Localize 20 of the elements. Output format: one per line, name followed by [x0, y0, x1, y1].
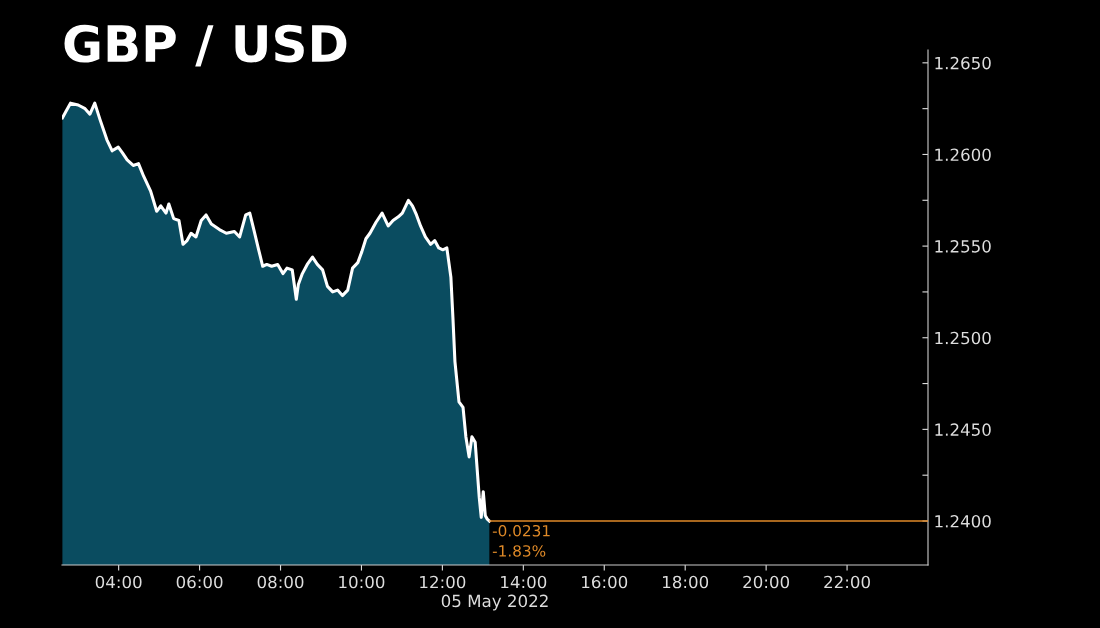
x-tick-label: 04:00	[95, 575, 142, 589]
x-tick-label: 20:00	[743, 575, 790, 589]
x-tick-label: 22:00	[824, 575, 870, 589]
x-tick-label: 08:00	[257, 575, 304, 589]
x-tick-label: 16:00	[582, 575, 628, 589]
x-tick-label: 10:00	[339, 575, 385, 589]
x-tick-label: 18:00	[663, 575, 709, 589]
x-tick-label: 14:00	[501, 575, 547, 589]
annotation: -1.83%	[492, 545, 546, 557]
y-tick-label: 1.2650	[935, 56, 991, 70]
y-tick-label: 1.2450	[935, 423, 991, 436]
x-tick-label: 12:00	[420, 575, 466, 589]
chart-title: GBP / USD	[64, 24, 347, 67]
y-tick-label: 1.2400	[935, 514, 991, 528]
y-tick-label: 1.2500	[935, 331, 991, 345]
x-tick-label: 06:00	[176, 575, 223, 589]
y-tick-label: 1.2550	[935, 240, 991, 253]
y-tick-label: 1.2600	[935, 148, 991, 162]
annotation: -0.0231	[492, 525, 550, 537]
x-axis-title: 05 May 2022	[441, 594, 548, 611]
